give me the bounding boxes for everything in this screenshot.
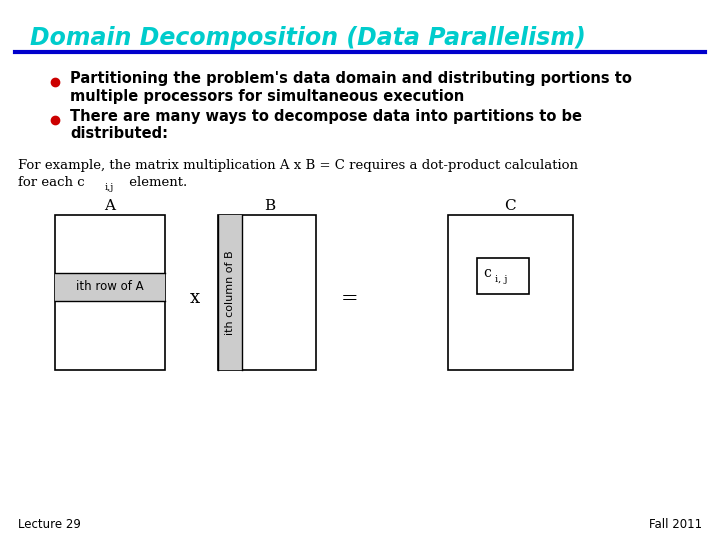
Bar bbox=[477, 258, 529, 294]
Text: Domain Decomposition (Data Parallelism): Domain Decomposition (Data Parallelism) bbox=[30, 26, 586, 50]
Text: ith column of B: ith column of B bbox=[225, 250, 235, 335]
Bar bbox=[218, 215, 242, 370]
Bar bbox=[218, 215, 316, 370]
Text: distributed:: distributed: bbox=[70, 126, 168, 141]
Bar bbox=[55, 273, 165, 301]
Text: i, j: i, j bbox=[495, 275, 508, 285]
Text: C: C bbox=[504, 199, 516, 213]
Text: c: c bbox=[483, 266, 491, 280]
Text: For example, the matrix multiplication A x B = C requires a dot-product calculat: For example, the matrix multiplication A… bbox=[18, 159, 578, 172]
Text: element.: element. bbox=[125, 177, 187, 190]
Text: multiple processors for simultaneous execution: multiple processors for simultaneous exe… bbox=[70, 89, 464, 104]
Text: Lecture 29: Lecture 29 bbox=[18, 518, 81, 531]
Text: for each c: for each c bbox=[18, 177, 85, 190]
Text: Partitioning the problem's data domain and distributing portions to: Partitioning the problem's data domain a… bbox=[70, 71, 632, 86]
Text: A: A bbox=[104, 199, 115, 213]
Bar bbox=[55, 215, 165, 370]
Text: =: = bbox=[341, 288, 359, 307]
Text: B: B bbox=[264, 199, 276, 213]
Bar bbox=[448, 215, 573, 370]
Text: x: x bbox=[190, 289, 200, 307]
Text: There are many ways to decompose data into partitions to be: There are many ways to decompose data in… bbox=[70, 110, 582, 125]
Text: Fall 2011: Fall 2011 bbox=[649, 518, 702, 531]
Text: i,j: i,j bbox=[105, 184, 114, 192]
Text: ith row of A: ith row of A bbox=[76, 280, 144, 294]
